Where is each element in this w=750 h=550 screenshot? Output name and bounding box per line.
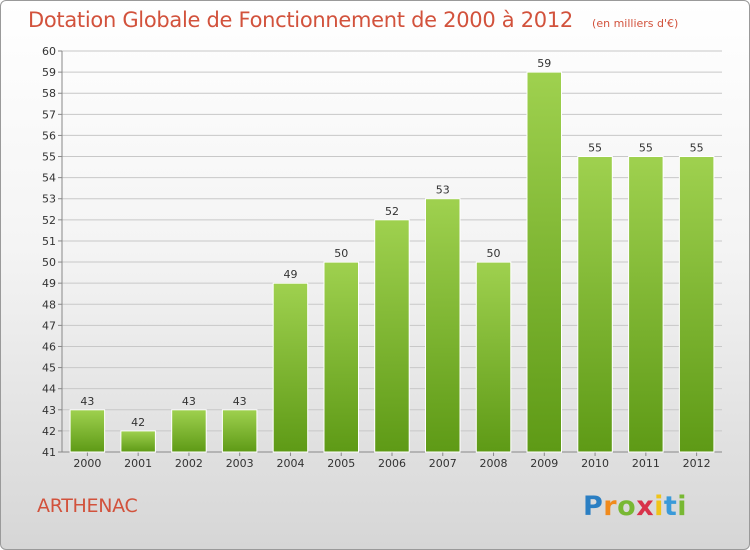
y-tick-label: 44: [42, 383, 56, 396]
y-tick-label: 58: [42, 87, 56, 100]
bar-2000: [69, 409, 106, 453]
x-tick-label-2011: 2011: [632, 457, 660, 470]
x-tick-label-2012: 2012: [683, 457, 711, 470]
x-tick-label-2004: 2004: [276, 457, 304, 470]
x-tick-label-2008: 2008: [480, 457, 508, 470]
y-tick-label: 53: [42, 193, 56, 206]
y-tick-label: 46: [42, 340, 56, 353]
y-tick-label: 54: [42, 172, 56, 185]
x-tick-label-2003: 2003: [226, 457, 254, 470]
y-tick-label: 49: [42, 277, 56, 290]
y-tick-label: 50: [42, 256, 56, 269]
bar-layer: [69, 71, 715, 453]
data-label-2008: 50: [487, 247, 501, 260]
data-label-2009: 59: [537, 57, 551, 70]
bar-2008: [475, 261, 512, 453]
data-label-2005: 50: [334, 247, 348, 260]
y-tick-label: 42: [42, 425, 56, 438]
commune-name: ARTHENAC: [37, 495, 138, 517]
y-tick-label: 60: [42, 45, 56, 58]
y-tick-label: 57: [42, 108, 56, 121]
x-tick-label-2005: 2005: [327, 457, 355, 470]
data-label-2001: 42: [131, 416, 145, 429]
data-label-2006: 52: [385, 205, 399, 218]
x-tick-label-2002: 2002: [175, 457, 203, 470]
proxiti-logo[interactable]: Proxiti: [583, 491, 688, 522]
data-label-2010: 55: [588, 142, 602, 155]
bar-2007: [425, 198, 461, 453]
bar-2005: [323, 261, 359, 453]
data-label-2004: 49: [283, 268, 297, 281]
x-tick-label-2001: 2001: [124, 457, 152, 470]
chart-title: Dotation Globale de Fonctionnement de 20…: [28, 8, 573, 32]
title-row: Dotation Globale de Fonctionnement de 20…: [28, 8, 678, 32]
data-label-2002: 43: [182, 395, 196, 408]
bar-2009: [526, 71, 562, 453]
x-tick-label-2006: 2006: [378, 457, 406, 470]
bar-2011: [628, 156, 664, 453]
y-tick-label: 45: [42, 362, 56, 375]
y-tick-label: 56: [42, 129, 56, 142]
chart-unit: (en milliers d'€): [592, 17, 679, 30]
y-tick-label: 55: [42, 151, 56, 164]
data-label-2012: 55: [690, 142, 704, 155]
data-label-2000: 43: [80, 395, 94, 408]
x-tick-label-2010: 2010: [581, 457, 609, 470]
y-tick-label: 48: [42, 298, 56, 311]
label-layer: 43 42 43 43 49 50 52 53 50 59 55 55 55: [80, 57, 703, 429]
data-label-2003: 43: [233, 395, 247, 408]
y-tick-label: 52: [42, 214, 56, 227]
y-tick-label: 43: [42, 404, 56, 417]
bar-2003: [221, 409, 258, 453]
y-tick-label: 51: [42, 235, 56, 248]
bar-2001: [120, 430, 156, 453]
y-tick-label: 47: [42, 319, 56, 332]
data-label-2007: 53: [436, 184, 450, 197]
y-tick-label: 59: [42, 66, 56, 79]
y-tick-label: 41: [42, 446, 56, 459]
bar-2002: [171, 409, 207, 453]
x-tick-label-2009: 2009: [530, 457, 558, 470]
bar-2010: [577, 156, 613, 453]
bar-2012: [678, 156, 715, 453]
x-tick-label-2007: 2007: [429, 457, 457, 470]
data-label-2011: 55: [639, 142, 653, 155]
bar-2004: [272, 282, 309, 453]
bar-2006: [374, 219, 410, 453]
x-tick-label-2000: 2000: [73, 457, 101, 470]
